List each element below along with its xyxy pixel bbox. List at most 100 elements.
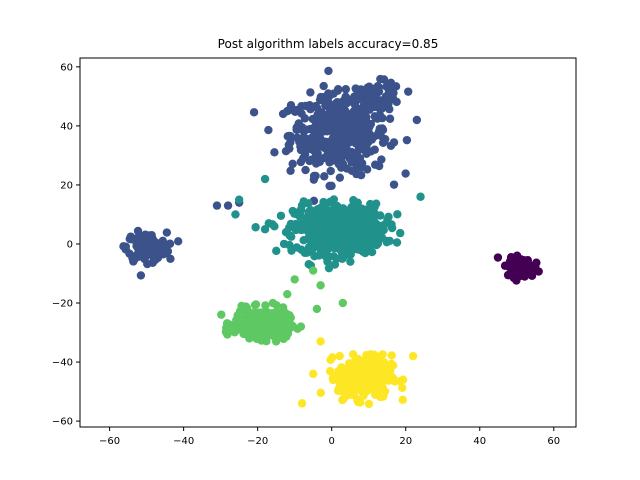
scatter-point	[212, 201, 222, 210]
scatter-point	[370, 160, 380, 169]
scatter-point	[313, 110, 322, 119]
scatter-point	[326, 166, 335, 176]
scatter-point	[147, 246, 156, 256]
scatter-point	[270, 148, 279, 157]
scatter-point	[324, 239, 334, 248]
y-tick-label: −40	[52, 358, 73, 369]
scatter-point	[311, 101, 320, 111]
scatter-point	[286, 166, 295, 175]
scatter-point	[311, 159, 321, 168]
scatter-point	[270, 315, 279, 325]
scatter-point	[324, 89, 333, 98]
scatter-point	[385, 114, 395, 123]
scatter-point	[387, 220, 396, 229]
y-tick-label: 60	[60, 62, 73, 73]
x-axis: −60 −40 −20 0 20 40 60	[99, 427, 560, 447]
scatter-point	[393, 210, 402, 219]
scatter-point	[324, 152, 333, 161]
scatter-point	[299, 153, 308, 163]
scatter-point	[301, 101, 310, 111]
scatter-point	[382, 237, 391, 247]
scatter-point	[521, 262, 531, 272]
scatter-point	[312, 304, 322, 314]
scatter-point	[336, 127, 345, 137]
scatter-point	[373, 114, 382, 123]
scatter-point	[346, 257, 355, 266]
scatter-point	[305, 140, 315, 150]
y-tick-label: −60	[52, 417, 73, 428]
scatter-point	[279, 334, 288, 344]
scatter-point	[335, 173, 345, 182]
scatter-point	[389, 82, 399, 92]
scatter-point	[291, 219, 301, 229]
scatter-point	[134, 248, 143, 257]
scatter-point	[249, 108, 259, 117]
scatter-point	[298, 123, 307, 132]
scatter-point	[281, 228, 291, 237]
scatter-point	[250, 300, 260, 310]
scatter-point	[339, 214, 349, 223]
scatter-point	[316, 281, 325, 290]
scatter-point	[300, 114, 310, 123]
scatter-point	[283, 289, 292, 299]
scatter-point	[329, 232, 339, 241]
scatter-point	[404, 87, 413, 96]
scatter-point	[349, 220, 358, 229]
scatter-point	[354, 374, 363, 384]
scatter-point	[136, 271, 146, 280]
scatter-point	[328, 374, 337, 383]
scatter-point	[518, 271, 527, 280]
x-tick-label: −60	[99, 436, 120, 447]
scatter-point	[354, 397, 363, 407]
scatter-point	[243, 324, 253, 334]
scatter-point	[308, 369, 318, 379]
y-axis: −60 −40 −20 0 20 40 60	[52, 62, 80, 428]
scatter-point	[296, 142, 305, 151]
scatter-point	[173, 237, 183, 246]
scatter-point	[339, 252, 348, 262]
scatter-point	[295, 210, 305, 220]
x-tick-label: −40	[173, 436, 194, 447]
scatter-point	[264, 125, 273, 135]
scatter-point	[389, 138, 399, 147]
scatter-point	[287, 246, 296, 255]
scatter-point	[295, 136, 304, 145]
scatter-point	[349, 106, 359, 116]
scatter-point	[298, 225, 307, 234]
x-tick-label: 40	[473, 436, 486, 447]
scatter-point	[165, 239, 175, 248]
scatter-point	[373, 82, 382, 91]
scatter-point	[166, 254, 175, 264]
scatter-point	[389, 374, 398, 384]
scatter-point	[257, 315, 266, 324]
scatter-point	[348, 211, 357, 220]
scatter-point	[408, 351, 418, 361]
scatter-point	[126, 235, 136, 244]
scatter-point	[346, 97, 356, 106]
scatter-point	[369, 208, 379, 217]
scatter-point	[384, 212, 393, 221]
y-tick-label: 20	[60, 180, 73, 191]
scatter-point	[398, 383, 407, 393]
scatter-point	[139, 253, 149, 262]
scatter-point	[297, 399, 307, 408]
scatter-point	[336, 145, 346, 154]
scatter-point	[149, 255, 158, 264]
scatter-point	[338, 298, 348, 308]
scatter-point	[307, 214, 316, 223]
scatter-point	[258, 335, 268, 345]
scatter-point	[267, 322, 276, 332]
scatter-point	[493, 253, 503, 262]
scatter-point	[346, 121, 355, 130]
scatter-point	[332, 254, 342, 263]
y-tick-label: 0	[67, 239, 73, 250]
scatter-point	[308, 266, 318, 275]
scatter-point	[362, 219, 371, 228]
scatter-point	[506, 252, 516, 262]
scatter-point	[233, 311, 242, 320]
scatter-point	[128, 254, 137, 263]
scatter-point	[261, 301, 270, 310]
scatter-point	[328, 353, 337, 362]
scatter-point	[307, 229, 316, 238]
scatter-point	[321, 220, 330, 229]
